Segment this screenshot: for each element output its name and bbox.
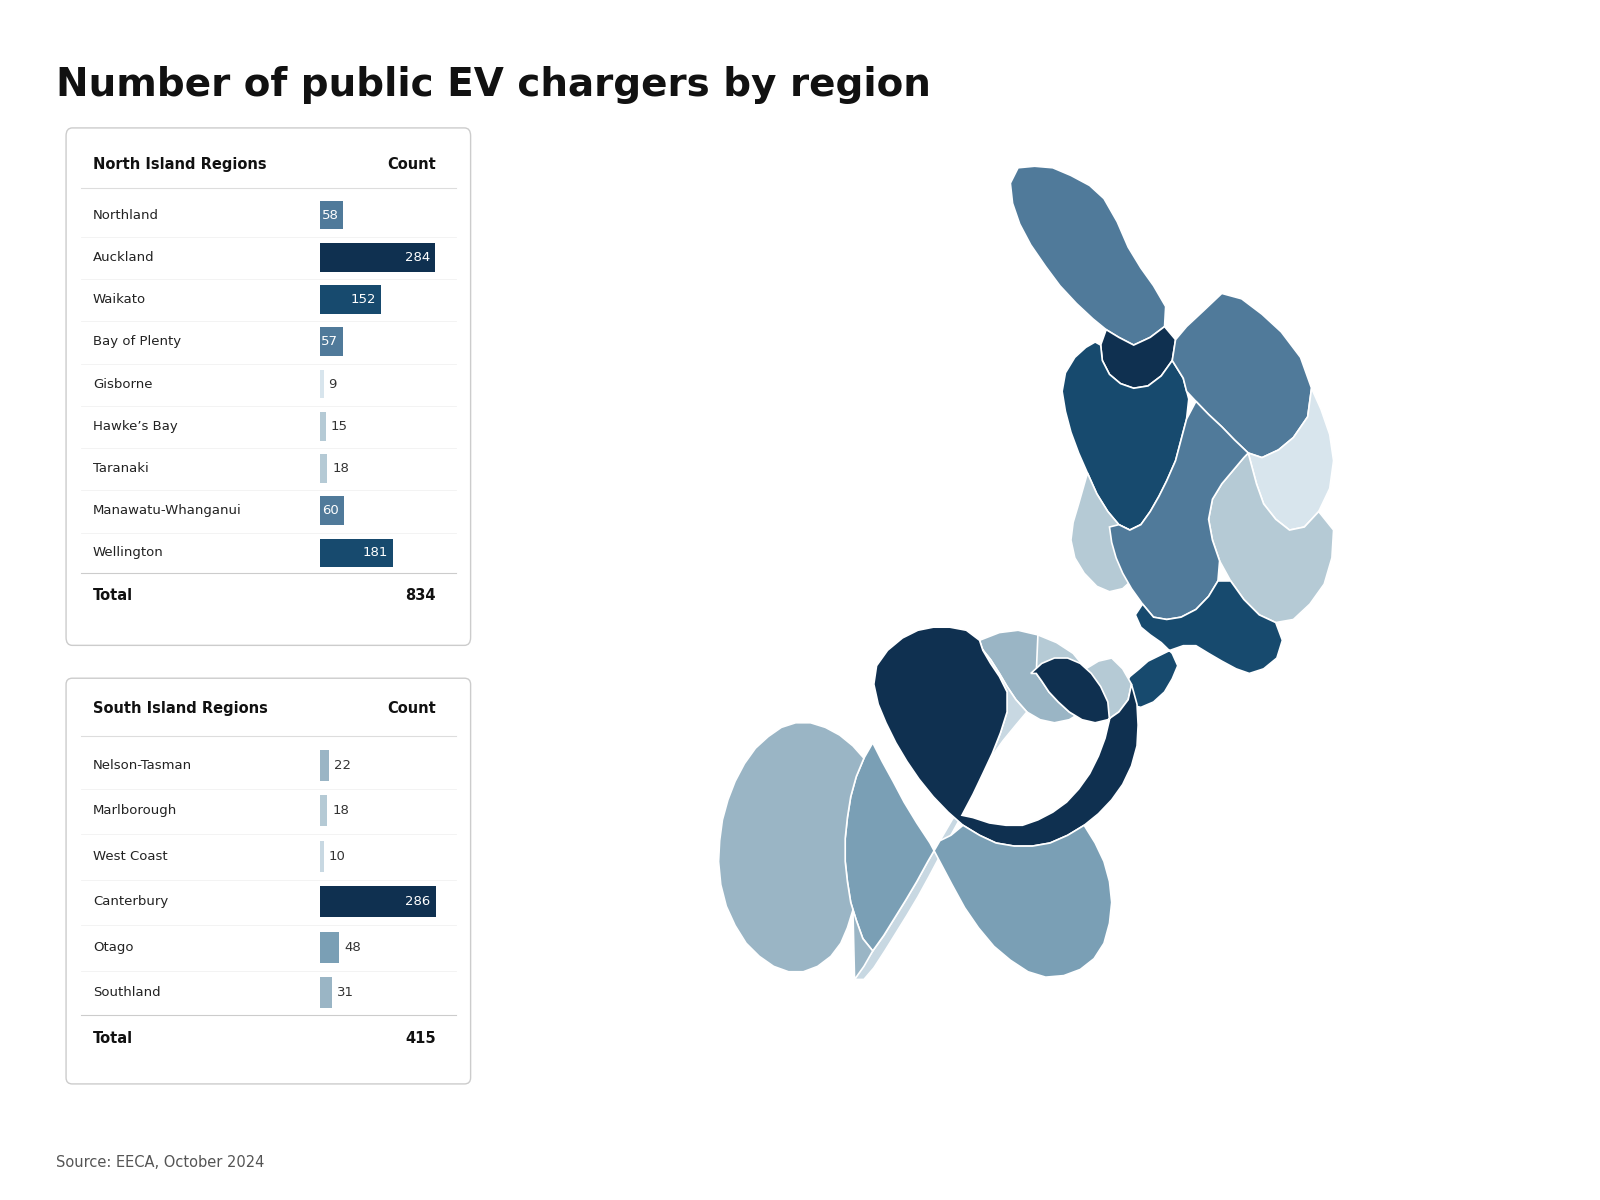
Text: 58: 58 xyxy=(322,209,339,222)
Text: 415: 415 xyxy=(405,1031,435,1046)
Text: 18: 18 xyxy=(333,804,349,817)
Text: 18: 18 xyxy=(333,462,349,475)
Polygon shape xyxy=(718,722,872,979)
Text: Manawatu-Whanganui: Manawatu-Whanganui xyxy=(93,504,242,517)
Polygon shape xyxy=(1109,401,1248,619)
Text: Count: Count xyxy=(387,157,435,172)
Text: West Coast: West Coast xyxy=(93,850,168,863)
Text: Auckland: Auckland xyxy=(93,251,155,264)
Text: Source: EECA, October 2024: Source: EECA, October 2024 xyxy=(56,1154,264,1170)
Text: 10: 10 xyxy=(330,850,346,863)
Text: Taranaki: Taranaki xyxy=(93,462,149,475)
Text: 60: 60 xyxy=(323,504,339,517)
Bar xyxy=(320,539,394,568)
Polygon shape xyxy=(1248,389,1333,530)
Polygon shape xyxy=(1010,167,1166,346)
Polygon shape xyxy=(1101,326,1176,389)
Bar xyxy=(320,370,323,398)
Polygon shape xyxy=(1037,635,1131,722)
FancyBboxPatch shape xyxy=(66,678,470,1084)
Polygon shape xyxy=(979,630,1093,722)
Bar xyxy=(320,887,435,917)
Bar xyxy=(320,977,333,1008)
Text: 9: 9 xyxy=(328,378,338,390)
Bar xyxy=(320,932,339,962)
Bar xyxy=(320,497,344,526)
Polygon shape xyxy=(854,641,1027,979)
Text: 284: 284 xyxy=(405,251,430,264)
Text: Wellington: Wellington xyxy=(93,546,163,559)
Bar xyxy=(320,841,323,871)
Text: Marlborough: Marlborough xyxy=(93,804,178,817)
Text: 15: 15 xyxy=(331,420,347,433)
Text: Number of public EV chargers by region: Number of public EV chargers by region xyxy=(56,66,931,104)
Bar xyxy=(320,750,330,781)
Polygon shape xyxy=(845,743,1112,977)
Text: Waikato: Waikato xyxy=(93,293,146,306)
Text: North Island Regions: North Island Regions xyxy=(93,157,267,172)
Text: Hawke’s Bay: Hawke’s Bay xyxy=(93,420,178,433)
Polygon shape xyxy=(1123,581,1282,707)
Text: Northland: Northland xyxy=(93,209,158,222)
Bar xyxy=(320,286,381,314)
Text: 57: 57 xyxy=(322,335,338,348)
Bar xyxy=(320,242,435,271)
Polygon shape xyxy=(874,628,1138,846)
Text: 152: 152 xyxy=(350,293,376,306)
Text: Southland: Southland xyxy=(93,986,160,1000)
Text: 834: 834 xyxy=(405,588,435,602)
Polygon shape xyxy=(1208,452,1333,623)
Text: Total: Total xyxy=(93,1031,133,1046)
Bar xyxy=(320,796,328,826)
Text: Otago: Otago xyxy=(93,941,133,954)
Text: 181: 181 xyxy=(363,546,389,559)
Text: Nelson-Tasman: Nelson-Tasman xyxy=(93,758,192,772)
Polygon shape xyxy=(1070,473,1144,592)
Text: South Island Regions: South Island Regions xyxy=(93,701,267,716)
Text: Total: Total xyxy=(93,588,133,602)
Text: 22: 22 xyxy=(334,758,350,772)
FancyBboxPatch shape xyxy=(66,128,470,646)
Bar xyxy=(320,412,326,440)
Text: Bay of Plenty: Bay of Plenty xyxy=(93,335,181,348)
Bar xyxy=(320,454,328,482)
Text: 31: 31 xyxy=(338,986,355,1000)
Polygon shape xyxy=(1062,342,1189,530)
Text: Count: Count xyxy=(387,701,435,716)
Bar xyxy=(320,328,342,356)
Text: 286: 286 xyxy=(405,895,430,908)
Text: Gisborne: Gisborne xyxy=(93,378,152,390)
Text: 48: 48 xyxy=(344,941,362,954)
Polygon shape xyxy=(1173,294,1312,457)
Bar xyxy=(320,200,344,229)
Text: Canterbury: Canterbury xyxy=(93,895,168,908)
